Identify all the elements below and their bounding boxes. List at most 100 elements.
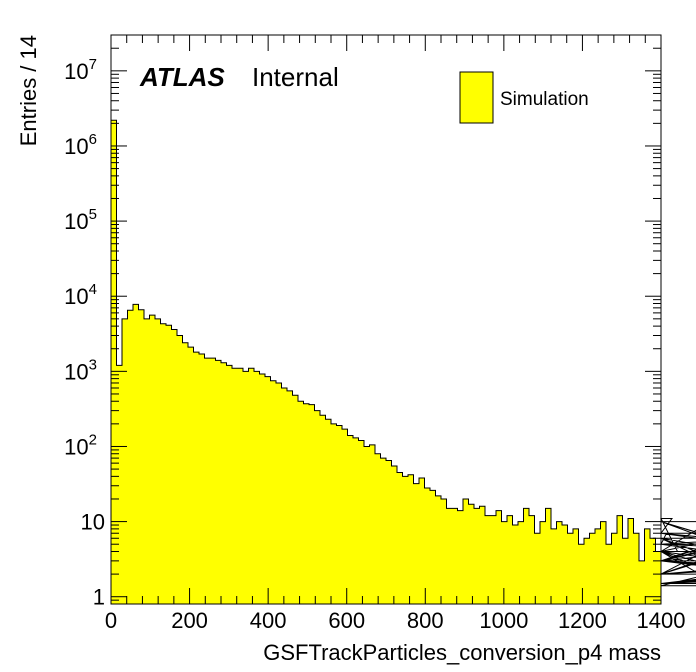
histogram-bar xyxy=(507,515,513,604)
histogram-bars-layer xyxy=(111,119,696,605)
histogram-bar xyxy=(567,533,573,604)
plot-frame xyxy=(110,34,662,605)
histogram-bar xyxy=(402,476,408,604)
histogram-bar xyxy=(237,368,243,604)
histogram-bar xyxy=(633,533,639,604)
x-tick-label: 600 xyxy=(328,608,365,633)
histogram-bar xyxy=(254,371,260,604)
x-tick-label: 400 xyxy=(250,608,287,633)
histogram-bar xyxy=(589,533,595,604)
x-tick-label: 200 xyxy=(171,608,208,633)
histogram-bar xyxy=(441,498,447,604)
x-tick-label: 0 xyxy=(105,608,117,633)
histogram-bar xyxy=(171,329,177,604)
histogram-bar xyxy=(199,354,205,604)
histogram-bar xyxy=(347,435,353,604)
histogram-bar xyxy=(375,453,381,604)
atlas-internal-label: Internal xyxy=(252,62,339,92)
histogram-bar xyxy=(149,315,155,604)
histogram-bar xyxy=(188,347,194,604)
histogram-bar xyxy=(639,560,645,604)
histogram-bar xyxy=(628,518,634,604)
histogram-bar xyxy=(116,365,122,604)
histogram-bar xyxy=(320,415,326,604)
histogram-bar xyxy=(490,515,496,604)
atlas-label: ATLAS xyxy=(139,62,225,92)
histogram-bar xyxy=(391,465,397,604)
histogram-bar xyxy=(127,310,133,604)
histogram-bar xyxy=(155,318,161,604)
histogram-bar xyxy=(452,508,458,604)
y-tick-label: 106 xyxy=(64,131,97,159)
histogram-bar xyxy=(529,515,535,604)
axis-tick-labels-layer: 0 200 400 600 800 1000 1200 1400 1 10 102 103 104 105… xyxy=(64,56,685,633)
histogram-bar xyxy=(457,510,463,604)
y-axis-title: Entries / 14 xyxy=(16,35,41,146)
histogram-bar xyxy=(160,323,166,604)
histogram-bar xyxy=(364,446,370,604)
histogram-bar xyxy=(243,371,249,604)
histogram-bar xyxy=(578,544,584,604)
y-tick-label: 1 xyxy=(93,585,105,610)
legend-swatch-simulation xyxy=(459,71,494,124)
histogram-bar xyxy=(193,352,199,604)
histogram-bar xyxy=(655,551,661,604)
histogram-bar xyxy=(226,365,232,604)
histogram-bar xyxy=(430,490,436,604)
histogram-bar xyxy=(479,506,485,604)
histogram-bar xyxy=(133,304,139,604)
histogram-bar xyxy=(232,368,238,604)
histogram-bar xyxy=(369,444,375,604)
histogram-bar xyxy=(545,508,551,604)
histogram-bar xyxy=(595,528,601,604)
histogram-bar xyxy=(446,508,452,604)
histogram-bar xyxy=(419,478,425,604)
histogram-bar xyxy=(138,309,144,604)
histogram-bar xyxy=(144,318,150,604)
histogram-outline xyxy=(111,119,696,587)
histogram-bar xyxy=(606,544,612,604)
histogram-bar xyxy=(380,458,386,604)
histogram-bar xyxy=(303,403,309,604)
histogram-bar xyxy=(600,521,606,604)
x-tick-label: 1000 xyxy=(479,608,528,633)
x-tick-label: 1200 xyxy=(558,608,607,633)
histogram-bar xyxy=(485,515,491,604)
x-tick-label: 1400 xyxy=(637,608,686,633)
histogram-bar xyxy=(248,368,254,604)
histogram-bar xyxy=(512,525,518,604)
histogram-bar xyxy=(292,395,298,604)
histogram-bar xyxy=(523,508,529,604)
histogram-bar xyxy=(584,538,590,604)
histogram-bar xyxy=(342,429,348,604)
histogram-bar xyxy=(463,498,469,604)
histogram-bar xyxy=(573,528,579,604)
histogram-bar xyxy=(397,472,403,604)
histogram-bar xyxy=(435,495,441,604)
histogram-bar xyxy=(215,360,221,604)
histogram-bar xyxy=(298,401,304,604)
histogram-bar xyxy=(622,538,628,604)
histogram-bar xyxy=(408,474,414,604)
histogram-bar xyxy=(650,538,656,604)
histogram-bar xyxy=(276,382,282,604)
histogram-bar xyxy=(386,460,392,604)
histogram-bar xyxy=(221,362,227,604)
histogram-bar xyxy=(204,358,210,604)
histogram-bar xyxy=(336,425,342,604)
y-tick-label: 10 xyxy=(81,510,105,535)
y-tick-label: 107 xyxy=(64,56,97,84)
y-tick-label: 104 xyxy=(64,281,97,309)
axis-ticks-layer xyxy=(110,34,662,605)
histogram-bar xyxy=(611,533,617,604)
histogram-bar xyxy=(551,528,557,604)
histogram-bar xyxy=(182,342,188,604)
histogram-bar xyxy=(111,120,117,605)
histogram-bar xyxy=(122,318,128,604)
x-axis-title: GSFTrackParticles_conversion_p4 mass xyxy=(263,640,661,665)
histogram-bar xyxy=(270,380,276,604)
histogram-bar xyxy=(468,504,474,604)
histogram-bar xyxy=(358,440,364,604)
legend-label-simulation: Simulation xyxy=(500,89,589,110)
